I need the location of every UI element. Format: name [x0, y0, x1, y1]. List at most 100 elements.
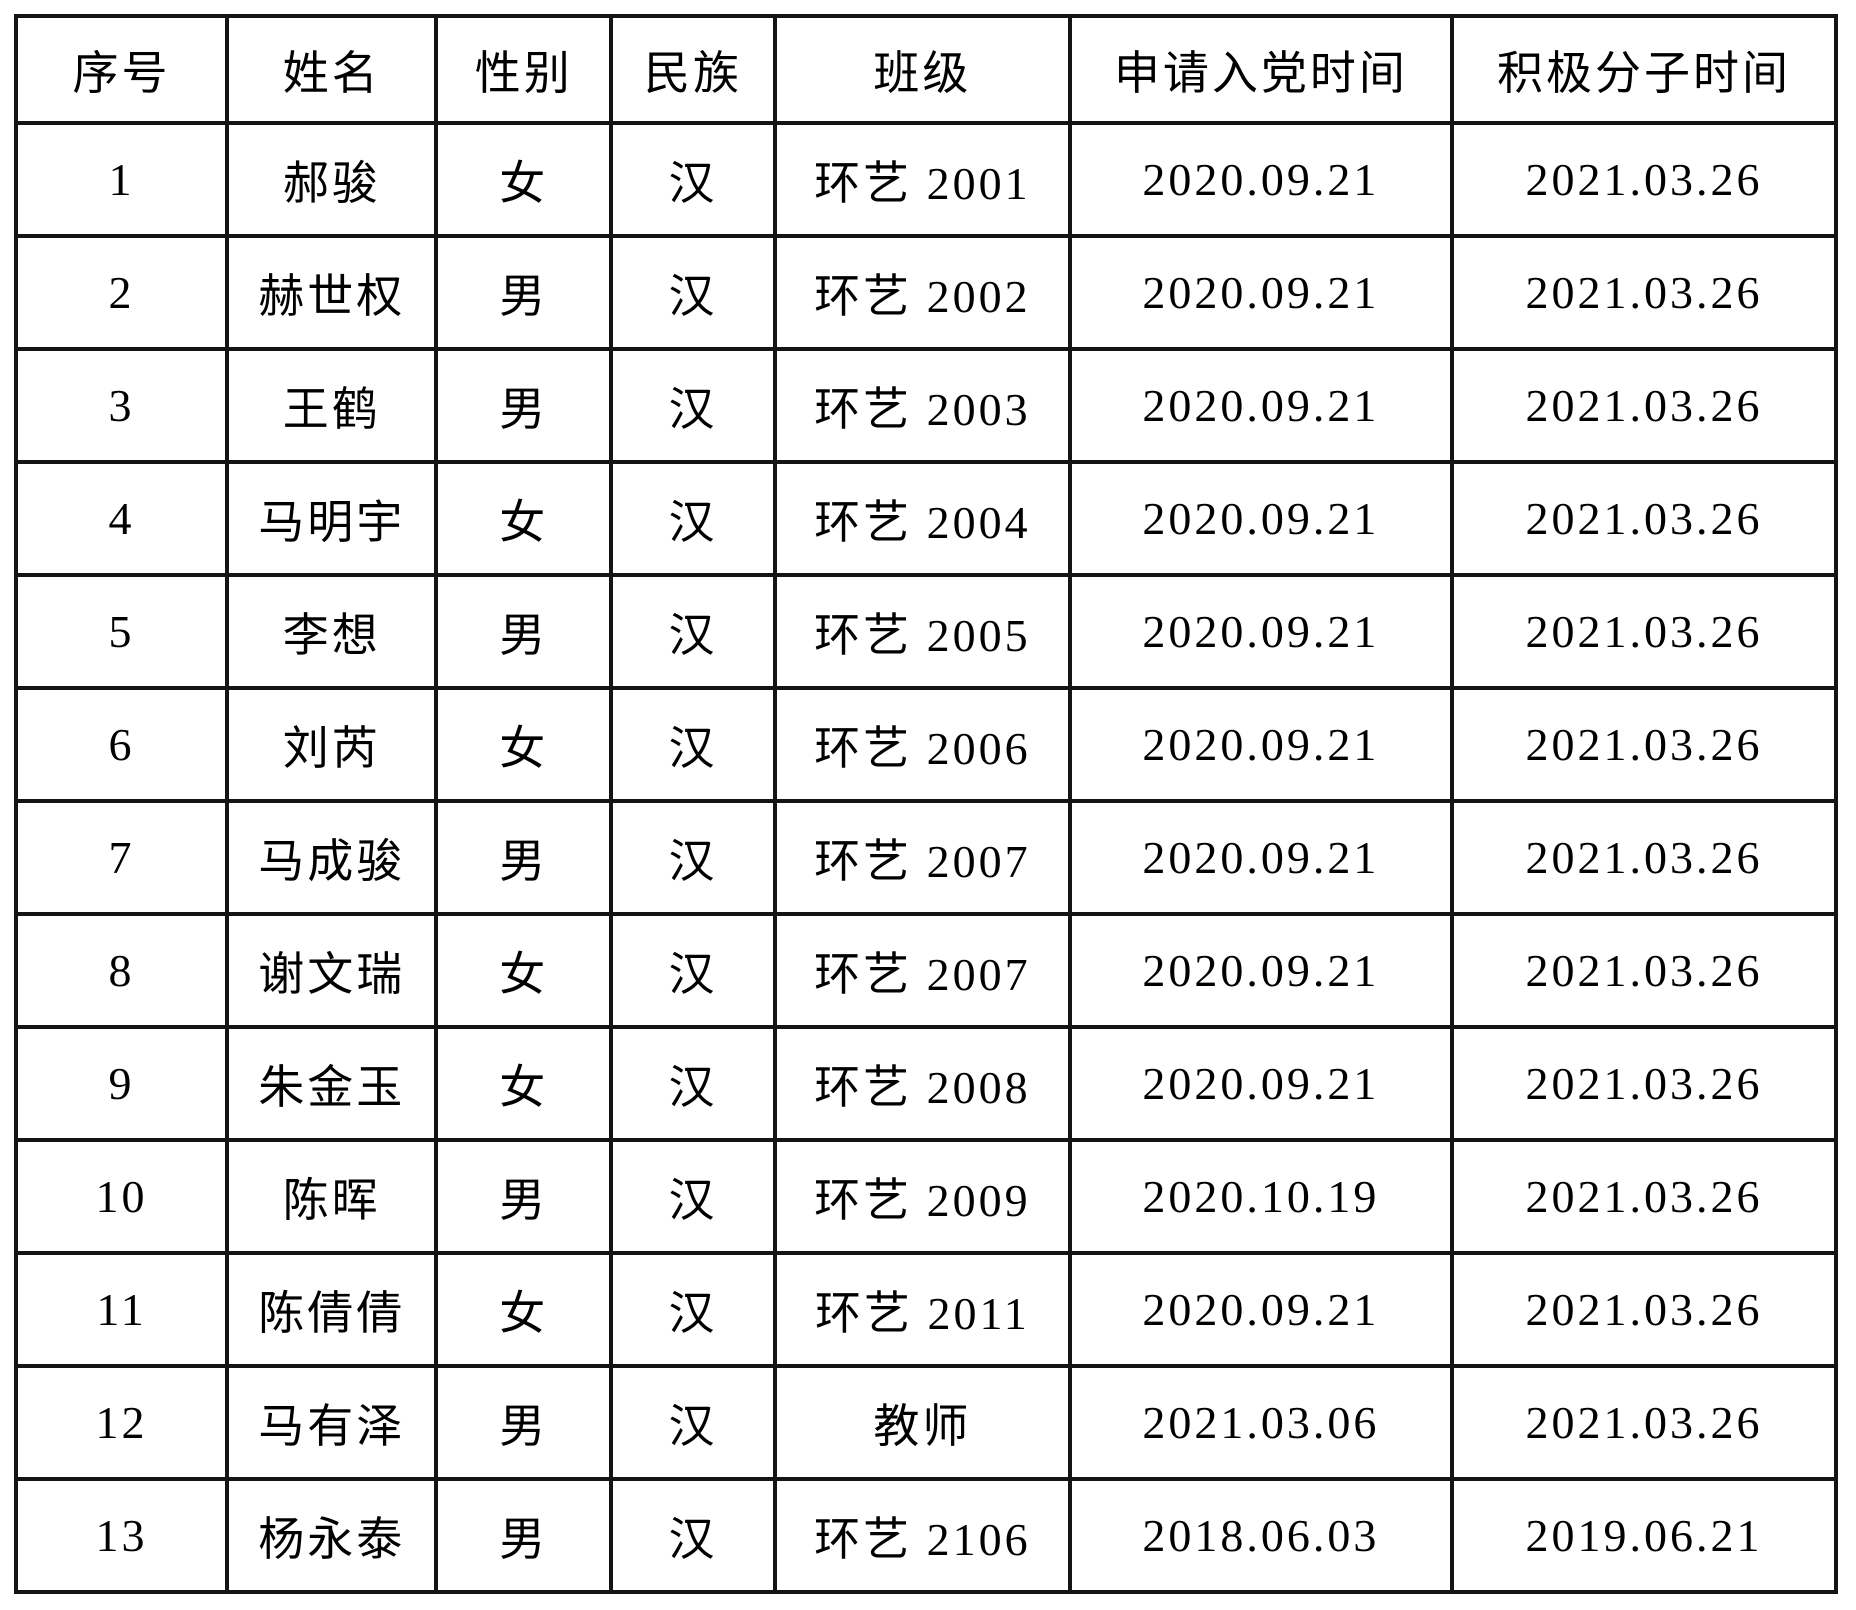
cell-gender: 女	[434, 460, 614, 577]
table-row: 2 赫世权男汉环艺 2002 2020.09.21 2021.03.26	[13, 234, 1839, 351]
cell-class: 环艺 2005	[772, 573, 1072, 690]
cell-gender: 女	[434, 912, 614, 1029]
cell-apply-date: 2020.09.21	[1067, 347, 1454, 464]
party-activist-roster-table: 序号 姓名 性别 民族 班级 申请入党时间 积极分子时间 1 郝骏女汉环艺 200…	[13, 14, 1839, 1594]
cell-gender: 男	[434, 1477, 614, 1594]
cell-class: 环艺 2008	[772, 1025, 1072, 1142]
cell-apply-date: 2020.09.21	[1067, 460, 1454, 577]
cell-activist-date: 2021.03.26	[1449, 1138, 1839, 1255]
table-row: 8 谢文瑞女汉环艺 2007 2020.09.21 2021.03.26	[13, 912, 1839, 1029]
cell-activist-date: 2021.03.26	[1449, 1025, 1839, 1142]
cell-class: 教师	[772, 1364, 1072, 1481]
header-ethnicity: 民族	[609, 14, 777, 125]
cell-activist-date: 2021.03.26	[1449, 121, 1839, 238]
cell-index: 9	[13, 1025, 230, 1142]
cell-ethnicity: 汉	[609, 460, 777, 577]
table-row: 12 马有泽男汉教师 2021.03.06 2021.03.26	[13, 1364, 1839, 1481]
header-row: 序号 姓名 性别 民族 班级 申请入党时间 积极分子时间	[13, 14, 1839, 125]
cell-apply-date: 2020.09.21	[1067, 686, 1454, 803]
cell-activist-date: 2021.03.26	[1449, 1364, 1839, 1481]
cell-ethnicity: 汉	[609, 1025, 777, 1142]
cell-class: 环艺 2106	[772, 1477, 1072, 1594]
cell-name: 杨永泰	[225, 1477, 439, 1594]
cell-activist-date: 2021.03.26	[1449, 799, 1839, 916]
cell-apply-date: 2020.09.21	[1067, 1251, 1454, 1368]
cell-gender: 女	[434, 1251, 614, 1368]
cell-class: 环艺 2006	[772, 686, 1072, 803]
cell-index: 5	[13, 573, 230, 690]
cell-ethnicity: 汉	[609, 1138, 777, 1255]
cell-class: 环艺 2001	[772, 121, 1072, 238]
cell-ethnicity: 汉	[609, 799, 777, 916]
cell-apply-date: 2020.09.21	[1067, 1025, 1454, 1142]
cell-activist-date: 2021.03.26	[1449, 460, 1839, 577]
table-row: 1 郝骏女汉环艺 2001 2020.09.21 2021.03.26	[13, 121, 1839, 238]
cell-gender: 女	[434, 686, 614, 803]
cell-class: 环艺 2009	[772, 1138, 1072, 1255]
cell-ethnicity: 汉	[609, 234, 777, 351]
cell-apply-date: 2020.10.19	[1067, 1138, 1454, 1255]
cell-activist-date: 2019.06.21	[1449, 1477, 1839, 1594]
cell-ethnicity: 汉	[609, 686, 777, 803]
cell-name: 陈晖	[225, 1138, 439, 1255]
cell-class: 环艺 2011	[772, 1251, 1072, 1368]
cell-gender: 男	[434, 1364, 614, 1481]
cell-ethnicity: 汉	[609, 573, 777, 690]
cell-gender: 男	[434, 573, 614, 690]
cell-gender: 男	[434, 799, 614, 916]
cell-index: 10	[13, 1138, 230, 1255]
cell-apply-date: 2020.09.21	[1067, 799, 1454, 916]
cell-index: 3	[13, 347, 230, 464]
cell-apply-date: 2020.09.21	[1067, 573, 1454, 690]
cell-ethnicity: 汉	[609, 121, 777, 238]
cell-gender: 男	[434, 1138, 614, 1255]
table-row: 11 陈倩倩女汉环艺 2011 2020.09.21 2021.03.26	[13, 1251, 1839, 1368]
cell-ethnicity: 汉	[609, 1477, 777, 1594]
cell-class: 环艺 2002	[772, 234, 1072, 351]
cell-index: 12	[13, 1364, 230, 1481]
cell-index: 11	[13, 1251, 230, 1368]
cell-ethnicity: 汉	[609, 912, 777, 1029]
cell-ethnicity: 汉	[609, 1251, 777, 1368]
cell-class: 环艺 2003	[772, 347, 1072, 464]
cell-name: 马有泽	[225, 1364, 439, 1481]
table-row: 13 杨永泰男汉环艺 2106 2018.06.03 2019.06.21	[13, 1477, 1839, 1594]
cell-activist-date: 2021.03.26	[1449, 573, 1839, 690]
cell-index: 7	[13, 799, 230, 916]
cell-name: 陈倩倩	[225, 1251, 439, 1368]
cell-class: 环艺 2007	[772, 912, 1072, 1029]
cell-index: 13	[13, 1477, 230, 1594]
cell-activist-date: 2021.03.26	[1449, 234, 1839, 351]
cell-gender: 男	[434, 347, 614, 464]
header-apply-date: 申请入党时间	[1067, 14, 1454, 125]
cell-name: 王鹤	[225, 347, 439, 464]
cell-apply-date: 2020.09.21	[1067, 121, 1454, 238]
cell-name: 谢文瑞	[225, 912, 439, 1029]
cell-name: 刘芮	[225, 686, 439, 803]
cell-index: 6	[13, 686, 230, 803]
table-row: 10 陈晖男汉环艺 2009 2020.10.19 2021.03.26	[13, 1138, 1839, 1255]
table-row: 4 马明宇女汉环艺 2004 2020.09.21 2021.03.26	[13, 460, 1839, 577]
cell-class: 环艺 2004	[772, 460, 1072, 577]
header-index: 序号	[13, 14, 230, 125]
cell-gender: 女	[434, 121, 614, 238]
cell-index: 8	[13, 912, 230, 1029]
cell-ethnicity: 汉	[609, 347, 777, 464]
cell-index: 4	[13, 460, 230, 577]
cell-index: 1	[13, 121, 230, 238]
cell-gender: 男	[434, 234, 614, 351]
cell-index: 2	[13, 234, 230, 351]
cell-name: 马成骏	[225, 799, 439, 916]
cell-apply-date: 2020.09.21	[1067, 234, 1454, 351]
cell-activist-date: 2021.03.26	[1449, 912, 1839, 1029]
header-gender: 性别	[434, 14, 614, 125]
cell-apply-date: 2020.09.21	[1067, 912, 1454, 1029]
cell-apply-date: 2018.06.03	[1067, 1477, 1454, 1594]
cell-name: 赫世权	[225, 234, 439, 351]
cell-apply-date: 2021.03.06	[1067, 1364, 1454, 1481]
header-class: 班级	[772, 14, 1072, 125]
cell-activist-date: 2021.03.26	[1449, 686, 1839, 803]
table-row: 5 李想男汉环艺 2005 2020.09.21 2021.03.26	[13, 573, 1839, 690]
cell-name: 马明宇	[225, 460, 439, 577]
